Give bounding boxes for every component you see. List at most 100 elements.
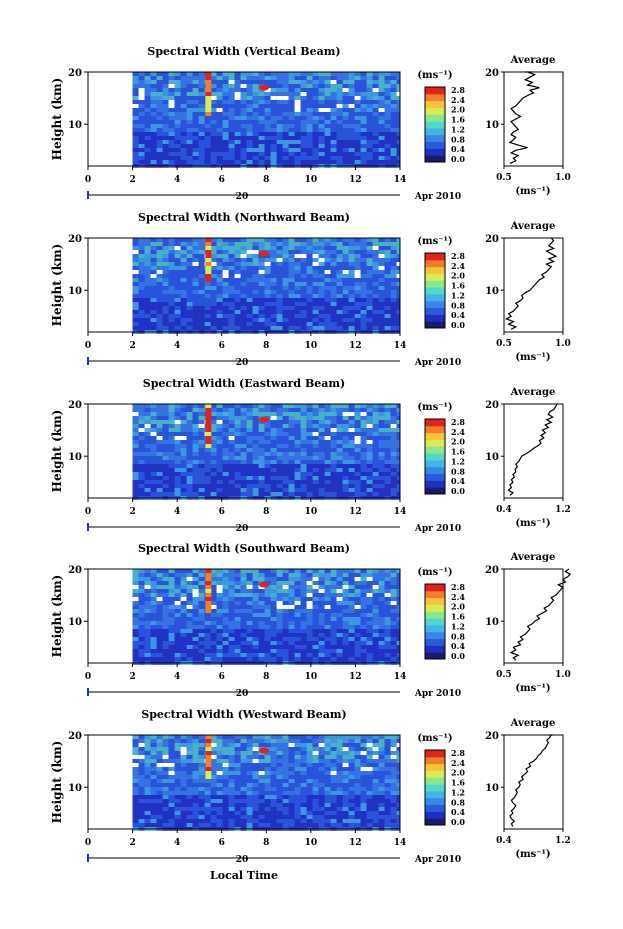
- heatmap-cell: [150, 242, 157, 246]
- heatmap-cell: [252, 601, 259, 605]
- heatmap-cell: [384, 444, 391, 448]
- heatmap-cell: [192, 258, 199, 262]
- heatmap-cell: [192, 739, 199, 743]
- heatmap-cell: [342, 641, 349, 645]
- heatmap-cell: [306, 88, 313, 92]
- heatmap-cell: [198, 456, 205, 460]
- heatmap-cell: [234, 100, 241, 104]
- heatmap-cell: [294, 617, 301, 621]
- heatmap-cell: [324, 743, 331, 747]
- heatmap-cell: [276, 262, 283, 266]
- heatmap-cell: [348, 585, 355, 589]
- heatmap-cell: [318, 294, 325, 298]
- heatmap-cell: [300, 440, 307, 444]
- heatmap-cell: [150, 420, 157, 424]
- heatmap-cell: [132, 569, 139, 573]
- heatmap-cell: [294, 484, 301, 488]
- heatmap-cell: [312, 294, 319, 298]
- heatmap-cell: [354, 242, 361, 246]
- heatmap-cell: [378, 585, 385, 589]
- heatmap-cell: [378, 254, 385, 258]
- month-label: Apr 2010: [414, 192, 461, 202]
- heatmap-cell: [360, 629, 367, 633]
- heatmap-cell: [366, 625, 373, 629]
- heatmap-cell: [174, 440, 181, 444]
- heatmap-cell: [276, 460, 283, 464]
- heatmap-cell: [240, 488, 247, 492]
- heatmap-cell: [378, 140, 385, 144]
- heatmap-cell: [324, 492, 331, 496]
- heatmap-cell: [198, 140, 205, 144]
- heatmap-cell: [276, 310, 283, 314]
- heatmap-cell: [234, 569, 241, 573]
- heatmap-cell: [354, 460, 361, 464]
- heatmap-cell: [198, 589, 205, 593]
- heatmap-cell: [228, 412, 235, 416]
- heatmap-cell: [192, 432, 199, 436]
- heatmap-cell: [390, 743, 397, 747]
- heatmap-cell: [372, 428, 379, 432]
- heatmap-cell: [282, 480, 289, 484]
- heatmap-cell: [162, 76, 169, 80]
- heatmap-cell: [330, 100, 337, 104]
- heatmap-cell: [168, 274, 175, 278]
- heatmap-cell: [384, 617, 391, 621]
- heatmap-cell: [342, 747, 349, 751]
- heatmap-cell: [384, 148, 391, 152]
- heatmap-cell: [288, 416, 295, 420]
- heatmap-cell: [258, 476, 265, 480]
- heatmap-cell: [258, 488, 265, 492]
- heatmap-cell: [168, 412, 175, 416]
- heatmap-cell: [282, 452, 289, 456]
- heatmap-cell: [396, 424, 400, 428]
- heatmap-cell: [216, 488, 223, 492]
- heatmap-cell: [222, 597, 229, 601]
- heatmap-cell: [390, 238, 397, 242]
- heatmap-cell: [312, 464, 319, 468]
- heatmap-cell: [144, 116, 151, 120]
- heatmap-cell: [174, 472, 181, 476]
- heatmap-cell: [300, 412, 307, 416]
- heatmap-cell: [270, 160, 277, 164]
- heatmap-cell: [205, 96, 212, 100]
- heatmap-cell: [228, 254, 235, 258]
- heatmap-cell: [252, 254, 259, 258]
- colorbar-tick-label: 0.8: [451, 300, 465, 310]
- heatmap-cell: [138, 448, 145, 452]
- heatmap-cell: [180, 96, 187, 100]
- heatmap-cell: [348, 306, 355, 310]
- heatmap-cell: [348, 242, 355, 246]
- heatmap-cell: [288, 452, 295, 456]
- heatmap-cell: [138, 242, 145, 246]
- heatmap-cell: [240, 436, 247, 440]
- heatmap-cell: [144, 645, 151, 649]
- heatmap-cell: [288, 432, 295, 436]
- heatmap-cell: [294, 258, 301, 262]
- heatmap-cell: [312, 621, 319, 625]
- heatmap-cell: [138, 589, 145, 593]
- heatmap-cell: [132, 621, 139, 625]
- heatmap-cell: [348, 92, 355, 96]
- heatmap-cell: [240, 569, 247, 573]
- heatmap-cell: [372, 404, 379, 408]
- heatmap-cell: [360, 601, 367, 605]
- heatmap-cell: [390, 242, 397, 246]
- heatmap-cell: [288, 148, 295, 152]
- heatmap-cell: [342, 448, 349, 452]
- heatmap-cell: [276, 609, 283, 613]
- heatmap-cell: [138, 597, 145, 601]
- heatmap-cell: [270, 124, 277, 128]
- heatmap-cell: [378, 735, 385, 739]
- heatmap-cell: [354, 424, 361, 428]
- heatmap-cell: [246, 657, 253, 661]
- heatmap-cell: [186, 298, 193, 302]
- heatmap-cell: [288, 605, 295, 609]
- heatmap-cell: [162, 120, 169, 124]
- heatmap-cell: [162, 476, 169, 480]
- heatmap-cell: [138, 645, 145, 649]
- month-label: Apr 2010: [414, 358, 461, 368]
- heatmap-cell: [162, 132, 169, 136]
- heatmap-cell: [354, 573, 361, 577]
- heatmap-cell: [396, 96, 400, 100]
- heatmap-cell: [180, 767, 187, 771]
